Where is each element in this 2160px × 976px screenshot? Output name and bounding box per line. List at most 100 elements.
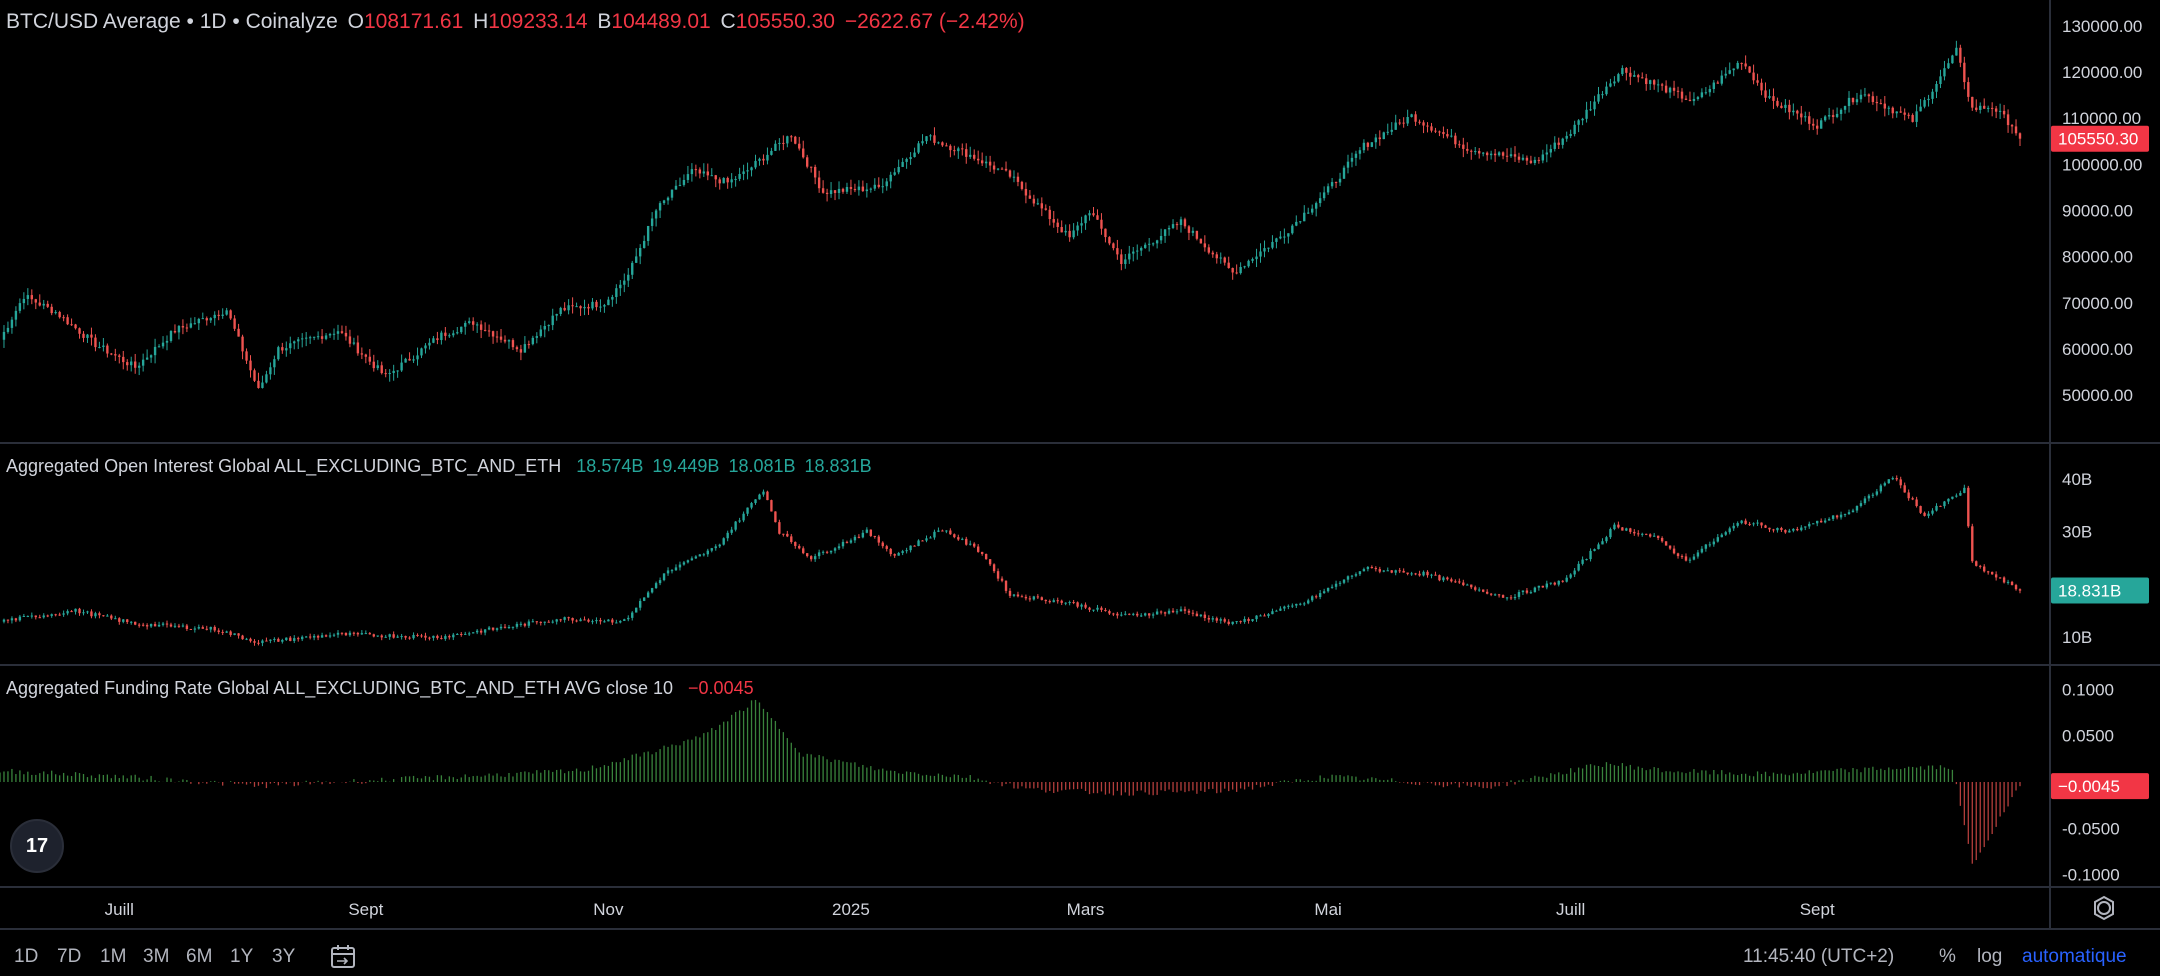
candle-body xyxy=(611,297,614,300)
candle-body xyxy=(388,373,391,375)
candle-body xyxy=(1346,576,1350,580)
auto-scale-toggle[interactable]: automatique xyxy=(2022,946,2127,967)
timeframe-7d[interactable]: 7D xyxy=(57,946,82,967)
candle-body xyxy=(1128,613,1131,615)
candle-body xyxy=(1199,614,1203,617)
candle-body xyxy=(754,160,757,168)
candle-body xyxy=(1326,587,1330,592)
candle-body xyxy=(1438,575,1441,581)
candle-body xyxy=(1108,611,1111,614)
candle-body xyxy=(364,354,368,357)
candle-body xyxy=(1855,505,1859,511)
timeframe-1m[interactable]: 1M xyxy=(100,946,127,967)
candle-body xyxy=(1963,487,1966,493)
candle-body xyxy=(1967,487,1970,527)
candle-body xyxy=(1744,63,1747,67)
candle-body xyxy=(662,573,666,581)
candle-body xyxy=(519,623,523,625)
candle-body xyxy=(599,620,602,622)
candle-body xyxy=(1903,485,1906,493)
candle-body xyxy=(1430,574,1433,576)
candle-body xyxy=(639,247,642,257)
oi-title[interactable]: Aggregated Open Interest Global ALL_EXCL… xyxy=(6,456,562,476)
candle-body xyxy=(1589,550,1592,560)
fr-title[interactable]: Aggregated Funding Rate Global ALL_EXCLU… xyxy=(6,678,674,698)
candle-body xyxy=(1291,225,1294,234)
candle-body xyxy=(1561,138,1564,145)
candle-body xyxy=(1080,604,1083,607)
candle-body xyxy=(603,621,606,623)
symbol-title[interactable]: BTC/USD Average • 1D • Coinalyze xyxy=(6,10,338,33)
candle-body xyxy=(1100,219,1103,229)
timeframe-3y[interactable]: 3Y xyxy=(272,946,296,967)
candle-body xyxy=(1724,73,1727,76)
settings-gear-icon[interactable] xyxy=(2094,895,2114,921)
candle-body xyxy=(1505,155,1509,157)
candle-body xyxy=(857,186,861,191)
candle-body xyxy=(1120,254,1123,265)
tradingview-logo-icon[interactable]: 17 xyxy=(10,819,64,873)
clock-time[interactable]: 11:45:40 (UTC+2) xyxy=(1743,946,1895,967)
candle-body xyxy=(1728,528,1731,533)
candle-body xyxy=(436,635,439,639)
candle-body xyxy=(1271,241,1274,248)
candle-body xyxy=(1434,574,1437,576)
timeframe-1d[interactable]: 1D xyxy=(14,946,39,967)
candle-body xyxy=(1394,570,1397,573)
candle-body xyxy=(1509,154,1513,157)
candle-body xyxy=(1418,573,1421,576)
candle-body xyxy=(1299,603,1302,605)
timeframe-6m[interactable]: 6M xyxy=(186,946,213,967)
candle-body xyxy=(1871,494,1875,496)
candle-body xyxy=(607,619,610,622)
candle-body xyxy=(1720,534,1723,538)
candle-body xyxy=(479,324,483,330)
candle-body xyxy=(1203,243,1207,248)
candle-body xyxy=(678,564,682,568)
candle-body xyxy=(245,351,248,361)
candle-body xyxy=(1573,124,1576,135)
candle-body xyxy=(1358,571,1362,575)
candle-body xyxy=(74,608,77,612)
timeframe-3m[interactable]: 3M xyxy=(143,946,170,967)
candle-body xyxy=(1943,501,1946,507)
candle-body xyxy=(905,159,908,162)
candle-body xyxy=(98,347,101,349)
candle-body xyxy=(1637,75,1640,78)
candle-body xyxy=(690,558,694,561)
candle-body xyxy=(408,637,411,639)
candle-body xyxy=(1625,68,1628,73)
calendar-icon[interactable] xyxy=(328,943,358,971)
candle-body xyxy=(1279,236,1282,239)
candle-body xyxy=(372,361,375,369)
candle-body xyxy=(1366,566,1370,570)
candle-body xyxy=(1549,582,1552,584)
candle-body xyxy=(1851,97,1855,103)
candle-body xyxy=(22,615,26,617)
candle-body xyxy=(1716,82,1719,84)
candle-body xyxy=(1772,529,1775,531)
candle-body xyxy=(1016,594,1020,597)
percent-toggle[interactable]: % xyxy=(1939,946,1956,967)
candle-body xyxy=(658,580,662,584)
candle-body xyxy=(297,339,300,342)
candle-body xyxy=(98,613,101,616)
candle-body xyxy=(1251,259,1254,261)
candle-body xyxy=(384,373,387,375)
candle-body xyxy=(448,335,451,337)
candle-body xyxy=(1521,590,1525,593)
candle-body xyxy=(913,152,916,158)
timeframe-1y[interactable]: 1Y xyxy=(230,946,254,967)
candle-body xyxy=(976,546,980,552)
candle-body xyxy=(289,343,292,349)
candle-body xyxy=(1800,113,1803,118)
x-axis-tick: Mai xyxy=(1314,900,1341,919)
candle-body xyxy=(1318,198,1322,204)
candle-body xyxy=(1422,122,1425,126)
candle-body xyxy=(173,331,177,333)
candle-body xyxy=(277,347,280,360)
candle-body xyxy=(718,179,721,184)
log-toggle[interactable]: log xyxy=(1977,946,2003,967)
candle-body xyxy=(559,307,562,314)
